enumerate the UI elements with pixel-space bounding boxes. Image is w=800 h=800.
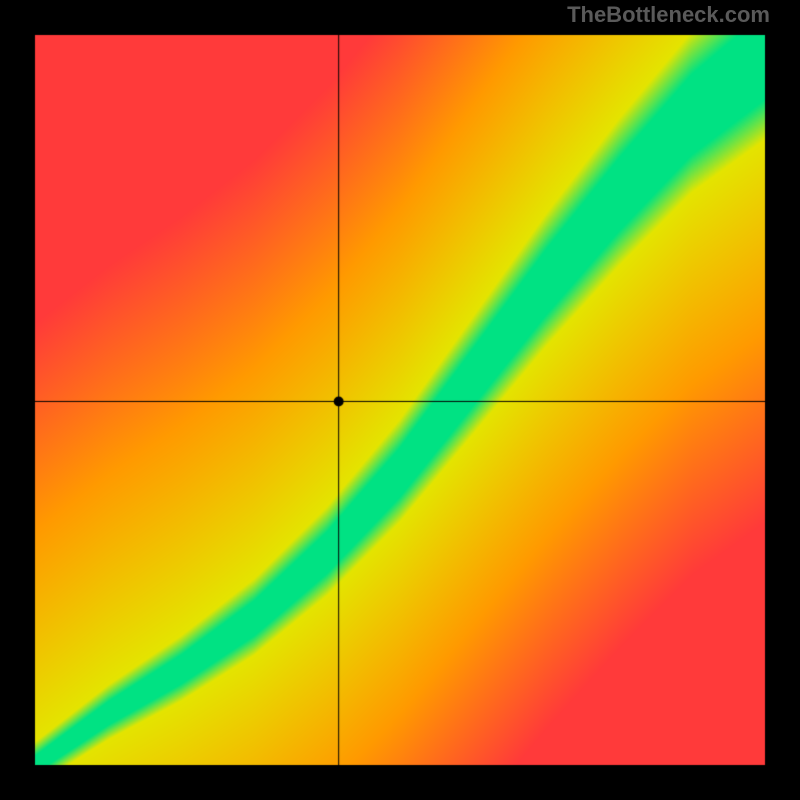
attribution-text: TheBottleneck.com: [567, 2, 770, 28]
bottleneck-heatmap-canvas: [0, 0, 800, 800]
chart-container: TheBottleneck.com: [0, 0, 800, 800]
